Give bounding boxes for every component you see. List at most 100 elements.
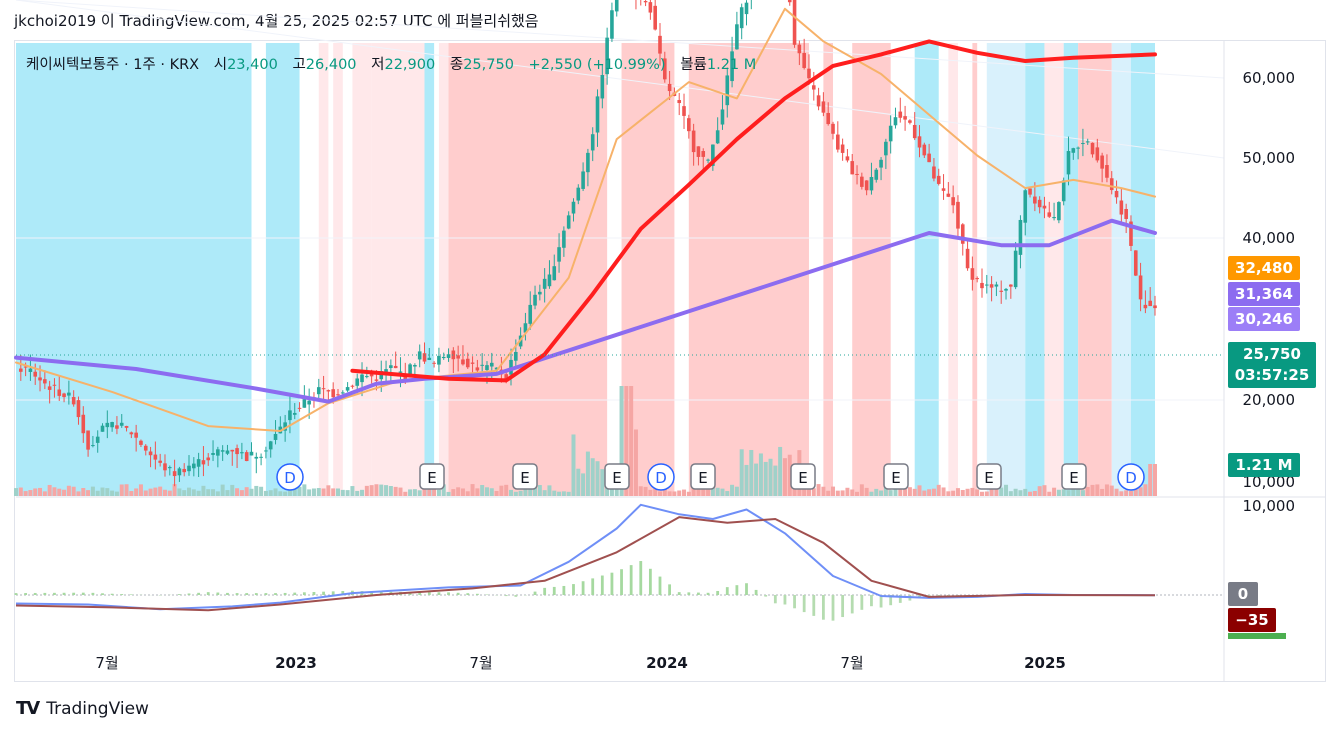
candle-body bbox=[956, 201, 960, 229]
candle-body bbox=[701, 151, 706, 157]
candle-body bbox=[110, 422, 114, 428]
earnings-marker: E bbox=[419, 463, 445, 490]
badge-bg bbox=[1228, 582, 1258, 606]
candle-body bbox=[845, 156, 850, 161]
candle-body bbox=[62, 393, 66, 398]
volume-bar bbox=[821, 486, 826, 496]
macd-hist-bar bbox=[466, 593, 470, 595]
volume-bar bbox=[859, 484, 864, 496]
volume-bar bbox=[730, 484, 735, 496]
event-label: E bbox=[520, 469, 529, 487]
macd-hist-bar bbox=[43, 592, 47, 595]
candle-body bbox=[711, 144, 715, 166]
candle-body bbox=[951, 197, 955, 206]
volume-bar bbox=[1028, 491, 1033, 496]
volume-bar bbox=[134, 488, 139, 496]
event-band bbox=[852, 43, 891, 496]
macd-hist-bar bbox=[716, 590, 720, 595]
volume-bar bbox=[893, 486, 898, 496]
symbol-name[interactable]: 케이씨텍보통주 · 1주 · KRX bbox=[26, 57, 200, 73]
macd-hist-bar bbox=[706, 592, 710, 595]
volume-bar bbox=[619, 386, 624, 496]
event-label: D bbox=[655, 469, 667, 487]
candle-body bbox=[562, 230, 566, 248]
volume-bar bbox=[393, 486, 398, 496]
chart-frame[interactable] bbox=[14, 40, 1326, 682]
candle-body bbox=[980, 282, 984, 289]
badge-text: 03:57:25 bbox=[1235, 366, 1310, 384]
candle-body bbox=[1109, 178, 1114, 191]
gridline bbox=[15, 0, 1225, 159]
candle-body bbox=[840, 144, 845, 153]
volume-bar bbox=[533, 486, 538, 496]
candle-body bbox=[807, 68, 811, 79]
volume-bar bbox=[782, 458, 787, 496]
volume-bar bbox=[537, 485, 542, 496]
dividend-marker: D bbox=[1117, 463, 1145, 491]
volume-bar bbox=[311, 488, 316, 496]
volume-bar bbox=[364, 485, 369, 496]
volume-bar bbox=[845, 487, 850, 496]
candle-body bbox=[365, 376, 369, 378]
candle-body bbox=[715, 130, 720, 144]
volume-bar bbox=[1071, 486, 1076, 496]
volume-bar bbox=[326, 485, 331, 496]
event-label: E bbox=[984, 469, 993, 487]
volume-bar bbox=[960, 489, 965, 496]
badge-text: −35 bbox=[1235, 611, 1268, 629]
candle-body bbox=[975, 278, 979, 280]
volume-bar bbox=[297, 486, 302, 496]
volume-bar bbox=[105, 488, 110, 496]
volume-bar bbox=[624, 386, 629, 496]
volume-bar bbox=[408, 489, 413, 496]
candle-body bbox=[292, 412, 297, 415]
volume-bar bbox=[153, 487, 158, 496]
volume-badge: 1.21 M bbox=[1228, 453, 1300, 477]
candle-body bbox=[398, 371, 403, 373]
volume-bar bbox=[715, 487, 720, 496]
volume-bar bbox=[907, 487, 912, 496]
tradingview-logo[interactable]: TV TradingView bbox=[16, 698, 149, 719]
volume-bar bbox=[211, 489, 216, 496]
volume-bar bbox=[52, 487, 57, 496]
candle-body bbox=[182, 468, 187, 473]
event-label: E bbox=[427, 469, 436, 487]
candle-body bbox=[422, 353, 427, 362]
event-band bbox=[986, 43, 1026, 496]
volume-bar bbox=[1128, 490, 1133, 496]
macd-hist-bar bbox=[216, 592, 220, 595]
candle-body bbox=[994, 284, 999, 287]
close-value: 25,750 bbox=[463, 57, 514, 73]
candle-body bbox=[725, 75, 730, 106]
macd-hist-bar bbox=[831, 595, 835, 621]
candle-body bbox=[158, 460, 162, 463]
candle-body bbox=[326, 390, 331, 392]
macd-hist-bar bbox=[187, 593, 191, 595]
volume-bar bbox=[706, 487, 711, 496]
candle-body bbox=[1061, 180, 1066, 202]
macd-hist-bar bbox=[725, 587, 729, 595]
volume-bar bbox=[509, 489, 514, 496]
time-tick-label: 2024 bbox=[646, 654, 688, 672]
macd-hist-bar bbox=[418, 592, 422, 595]
candle-body bbox=[115, 425, 119, 429]
low-value: 22,900 bbox=[384, 57, 436, 73]
candle-body bbox=[1057, 202, 1061, 221]
candle-body bbox=[465, 358, 470, 368]
volume-bar bbox=[1119, 491, 1124, 496]
volume-bar bbox=[773, 465, 778, 496]
volume-bar bbox=[331, 488, 336, 496]
tv-logo-icon: TV bbox=[16, 698, 40, 719]
candle-body bbox=[163, 463, 167, 471]
candle-body bbox=[898, 111, 903, 118]
candle-body bbox=[321, 388, 326, 390]
high-value: 26,400 bbox=[305, 57, 357, 73]
volume-bar bbox=[42, 491, 47, 496]
event-label: E bbox=[612, 469, 621, 487]
candle-body bbox=[586, 152, 590, 173]
candle-body bbox=[802, 52, 806, 68]
candle-body bbox=[167, 467, 172, 469]
candle-body bbox=[614, 0, 619, 12]
candle-body bbox=[821, 101, 826, 113]
